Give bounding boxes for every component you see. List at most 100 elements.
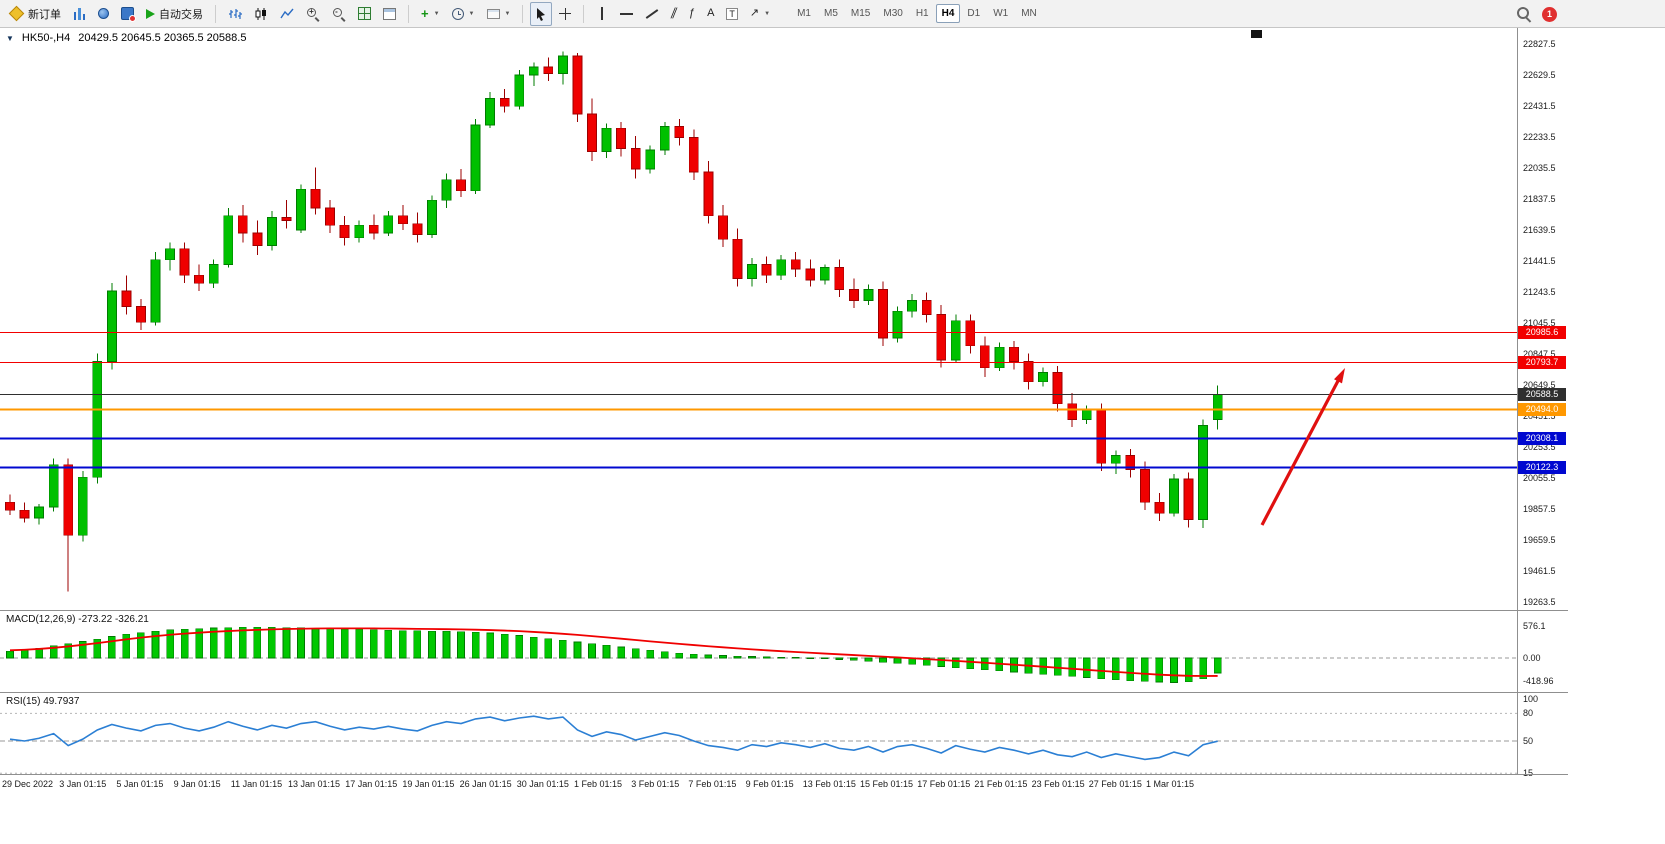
candlestick-chart[interactable] — [0, 28, 1517, 610]
indicators-button[interactable]: + ▼ — [416, 2, 445, 26]
trendline-tool-button[interactable] — [640, 2, 664, 26]
fibonacci-icon: ƒ — [688, 7, 696, 19]
timeframe-button-m5[interactable]: M5 — [824, 8, 838, 19]
label-tool-icon: T — [726, 7, 738, 20]
chart-shift-marker[interactable] — [1251, 30, 1262, 38]
fibonacci-tool-button[interactable]: ƒ — [684, 2, 700, 26]
line-chart-mode-button[interactable] — [275, 2, 299, 26]
tile-windows-button[interactable] — [353, 2, 376, 26]
price-axis-label: 19659.5 — [1523, 535, 1556, 545]
channel-tool-button[interactable]: ∥ — [666, 2, 682, 26]
zoom-in-icon: + — [306, 7, 320, 21]
price-axis-label: 22827.5 — [1523, 39, 1556, 49]
macd-histogram — [6, 627, 1222, 683]
rsi-label: RSI(15) 49.7937 — [6, 696, 79, 707]
timeframe-button-h4[interactable]: H4 — [935, 4, 961, 23]
notification-badge[interactable]: 1 — [1542, 6, 1557, 22]
time-axis-label: 13 Jan 01:15 — [288, 779, 341, 789]
price-tag: 20122.3 — [1518, 461, 1566, 475]
chevron-down-icon: ▼ — [433, 10, 440, 17]
timeframe-button-w1[interactable]: W1 — [993, 8, 1009, 19]
templates-button[interactable]: ▼ — [482, 2, 516, 26]
macd-panel[interactable] — [0, 611, 1517, 692]
search-icon[interactable] — [1516, 6, 1532, 22]
navigator-button[interactable] — [116, 2, 139, 26]
panel-divider — [0, 774, 1568, 775]
time-axis-label: 30 Jan 01:15 — [516, 779, 569, 789]
data-window-icon — [98, 8, 109, 19]
text-tool-button[interactable]: A — [702, 2, 719, 26]
candlestick-mode-button[interactable] — [249, 2, 273, 26]
market-watch-icon — [73, 7, 86, 20]
market-watch-button[interactable] — [68, 2, 91, 26]
zoom-in-button[interactable]: + — [301, 2, 325, 26]
time-axis-label: 9 Feb 01:15 — [745, 779, 794, 789]
new-chart-icon — [383, 7, 396, 20]
time-axis-label: 29 Dec 2022 — [2, 779, 54, 789]
indicators-plus-icon: + — [421, 6, 429, 21]
label-tool-button[interactable]: T — [721, 2, 743, 26]
collapse-triangle-icon[interactable]: ▼ — [6, 33, 14, 43]
time-axis-label: 26 Jan 01:15 — [459, 779, 512, 789]
candlestick-icon — [255, 7, 266, 20]
chart-window[interactable]: ▼ HK50-,H4 20429.5 20645.5 20365.5 20588… — [0, 28, 1665, 844]
new-order-button[interactable]: 新订单 — [4, 2, 66, 26]
cursor-tool-button[interactable] — [530, 1, 553, 26]
arrows-tool-button[interactable]: ↗ ▼ — [745, 2, 775, 26]
equidistant-channel-icon: ∥ — [669, 7, 680, 19]
rsi-value: 49.7937 — [43, 696, 80, 707]
text-tool-icon: A — [707, 7, 715, 19]
rsi-axis-label: 15 — [1523, 768, 1533, 778]
timeframe-button-m30[interactable]: M30 — [883, 8, 903, 19]
timeframe-button-h1[interactable]: H1 — [915, 8, 929, 19]
rsi-axis-label: 80 — [1523, 708, 1534, 719]
time-axis-label: 9 Jan 01:15 — [173, 779, 221, 789]
vertical-line-tool-button[interactable] — [591, 2, 613, 26]
price-axis[interactable]: 22827.5 22629.5 22431.5 22233.5 22035.5 21837… — [1517, 28, 1665, 778]
panel-divider[interactable] — [0, 610, 1568, 611]
symbol-timeframe-label: HK50-,H4 — [21, 32, 71, 44]
horizontal-line-tool-button[interactable] — [615, 2, 638, 26]
bar-chart-icon — [229, 8, 242, 19]
panel-divider[interactable] — [0, 692, 1568, 693]
timeframe-button-m15[interactable]: M15 — [850, 8, 871, 19]
candles-layer — [5, 51, 1223, 592]
trend-arrow-head[interactable] — [1334, 368, 1345, 384]
price-tag: 20494.0 — [1518, 402, 1566, 416]
price-axis-label: 19461.5 — [1523, 566, 1556, 576]
zoom-out-button[interactable]: - — [327, 2, 351, 26]
crosshair-tool-button[interactable] — [554, 2, 576, 26]
data-window-button[interactable] — [93, 2, 114, 26]
rsi-axis-label: 50 — [1523, 736, 1534, 746]
price-axis-label: 19857.5 — [1523, 504, 1556, 514]
price-tag: 20308.1 — [1518, 431, 1566, 445]
new-order-icon — [8, 5, 25, 22]
arrow-tool-icon: ↗ — [749, 7, 760, 19]
new-chart-button[interactable] — [378, 2, 401, 26]
time-axis-label: 23 Feb 01:15 — [1031, 779, 1085, 789]
rsi-line — [9, 715, 1218, 761]
algo-trading-button[interactable]: 自动交易 — [141, 2, 208, 26]
chart-symbol-header: ▼ HK50-,H4 20429.5 20645.5 20365.5 20588… — [6, 32, 246, 44]
time-axis[interactable]: 29 Dec 2022 3 Jan 01:15 5 Jan 01:15 9 Jan 0… — [0, 775, 1665, 797]
toolbar-separator — [522, 4, 524, 23]
chevron-down-icon: ▼ — [504, 10, 511, 17]
price-axis-label: 20649.5 — [1523, 380, 1556, 390]
price-axis-label: 20253.5 — [1523, 442, 1556, 452]
toolbar-separator — [583, 4, 585, 23]
trend-arrow-line[interactable] — [1260, 378, 1341, 526]
time-axis-label: 3 Feb 01:15 — [631, 779, 680, 789]
time-axis-label: 27 Feb 01:15 — [1088, 779, 1142, 789]
rsi-panel[interactable] — [0, 693, 1517, 774]
macd-axis-label: 576.1 — [1523, 621, 1546, 632]
rsi-axis-label: 100 — [1523, 694, 1539, 704]
main-toolbar: 新订单 自动交易 + - + ▼ ▼ ▼ — [0, 0, 1665, 28]
bar-chart-mode-button[interactable] — [223, 2, 247, 26]
timeframe-button-mn[interactable]: MN — [1021, 8, 1037, 19]
timeframe-button-m1[interactable]: M1 — [797, 8, 811, 19]
timeframe-button-d1[interactable]: D1 — [967, 8, 981, 19]
ohlc-values: 20429.5 20645.5 20365.5 20588.5 — [78, 32, 247, 44]
price-axis-label: 20847.5 — [1523, 349, 1556, 359]
time-axis-label: 3 Jan 01:15 — [59, 779, 107, 789]
period-button[interactable]: ▼ — [447, 2, 480, 26]
